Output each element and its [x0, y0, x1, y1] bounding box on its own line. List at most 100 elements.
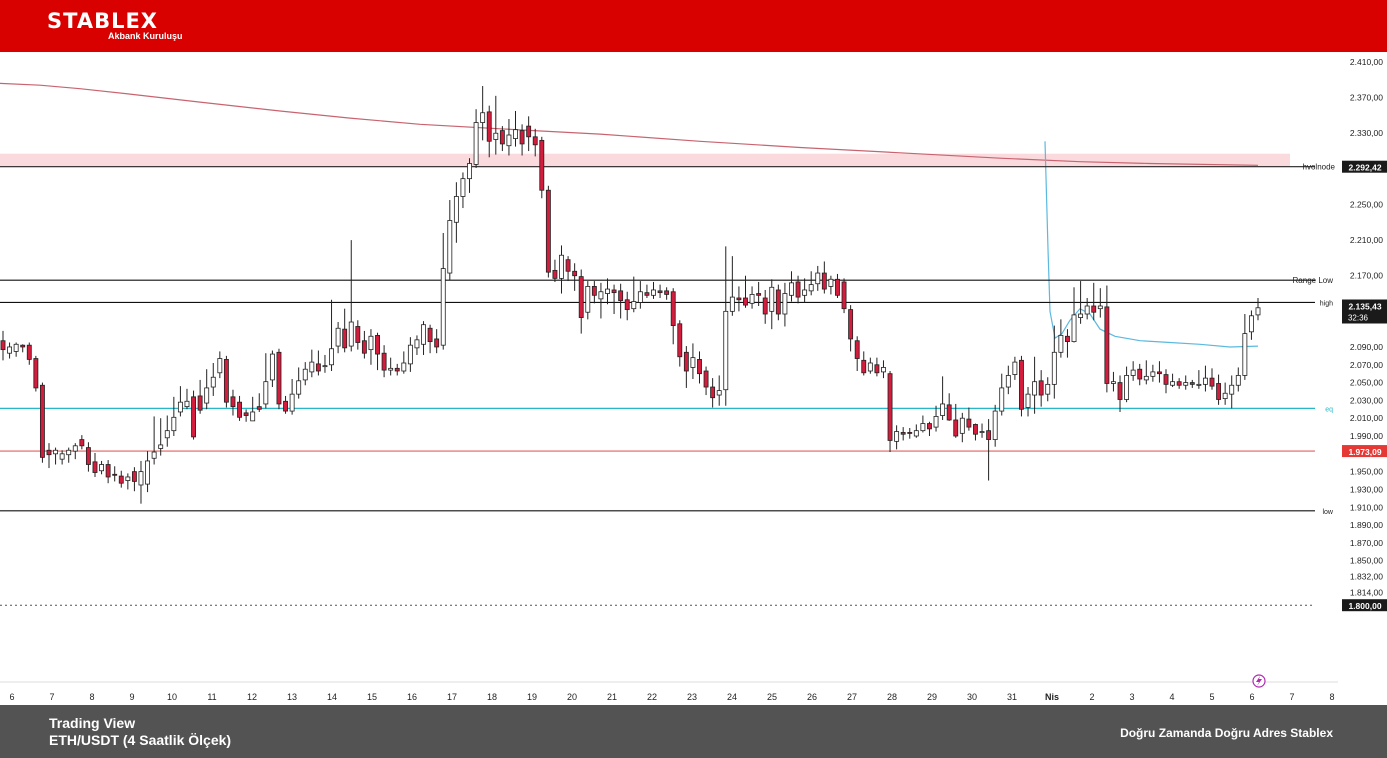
- candle-up: [164, 430, 170, 439]
- candle-down: [394, 367, 400, 372]
- x-tick-label: 12: [247, 692, 257, 702]
- candle-down: [1038, 380, 1044, 396]
- candle-down: [683, 351, 689, 372]
- candle-down: [854, 340, 860, 359]
- candle-up: [894, 431, 900, 442]
- last-price-tag: [1342, 299, 1387, 324]
- candle-down: [611, 289, 617, 294]
- candle-up: [979, 431, 985, 433]
- candle-up: [151, 451, 157, 459]
- price-tag-label: 1.800,00: [1348, 601, 1381, 611]
- candle-up: [769, 286, 775, 312]
- candle-down: [795, 281, 801, 298]
- candle-up: [414, 339, 420, 349]
- candle-down: [677, 323, 683, 358]
- candle-down: [0, 340, 6, 351]
- y-tick-label: 1.890,00: [1350, 520, 1383, 530]
- candle-down: [532, 136, 538, 146]
- candle-down: [26, 344, 32, 360]
- candle-up: [1222, 392, 1228, 400]
- candle-down: [953, 419, 959, 437]
- candle-down: [315, 363, 321, 372]
- candle-down: [375, 334, 380, 355]
- y-tick-label: 2.170,00: [1350, 271, 1383, 281]
- candle-up: [959, 417, 965, 434]
- hvolnode-zone: [0, 153, 1290, 167]
- x-tick-label: 5: [1209, 692, 1214, 702]
- candle-up: [1143, 375, 1149, 381]
- y-tick-label: 2.010,00: [1350, 413, 1383, 423]
- candle-down: [578, 276, 584, 318]
- candle-up: [473, 122, 479, 165]
- candle-up: [269, 353, 275, 381]
- y-tick-label: 1.910,00: [1350, 502, 1383, 512]
- candle-up: [1058, 334, 1064, 353]
- candle-up: [329, 348, 334, 366]
- candle-up: [631, 301, 637, 310]
- candle-up: [1235, 375, 1241, 386]
- candle-up: [559, 254, 564, 279]
- candle-up: [782, 293, 788, 315]
- candle-down: [20, 344, 26, 348]
- candle-up: [651, 289, 656, 296]
- candle-up: [250, 411, 256, 422]
- candle-down: [644, 292, 650, 296]
- candle-up: [789, 282, 794, 296]
- x-tick-label: 8: [1329, 692, 1334, 702]
- candle-up: [690, 357, 696, 368]
- y-tick-label: 1.850,00: [1350, 556, 1383, 566]
- candle-down: [486, 111, 492, 142]
- x-tick-label: Nis: [1045, 692, 1059, 702]
- y-tick-label: 1.870,00: [1350, 538, 1383, 548]
- y-tick-label: 2.070,00: [1350, 360, 1383, 370]
- candle-up: [210, 376, 216, 388]
- candle-up: [453, 196, 459, 223]
- candle-down: [1117, 382, 1123, 400]
- candle-down: [1163, 374, 1169, 385]
- candle-up: [388, 367, 394, 371]
- candle-up: [217, 358, 223, 374]
- brand-logo: STABLEX: [47, 9, 158, 33]
- price-chart[interactable]: hvolnode 2.292,42 Range Low high eq 1.973,09 l…: [0, 52, 1387, 705]
- candle-up: [322, 365, 328, 368]
- x-tick-label: 7: [1289, 692, 1294, 702]
- candle-down: [1137, 368, 1143, 380]
- candle-down: [821, 272, 827, 290]
- candle-up: [158, 444, 164, 449]
- candle-up: [7, 346, 13, 354]
- x-tick-label: 10: [167, 692, 177, 702]
- candle-up: [171, 416, 177, 432]
- candle-up: [1032, 381, 1038, 396]
- candle-down: [1065, 335, 1070, 343]
- y-tick-label: 2.250,00: [1350, 199, 1383, 209]
- moving-average-line: [0, 82, 1259, 166]
- x-tick-label: 30: [967, 692, 977, 702]
- candle-up: [53, 449, 59, 455]
- y-tick-label: 1.814,00: [1350, 588, 1383, 598]
- candle-up: [940, 403, 946, 416]
- x-tick-label: 14: [327, 692, 337, 702]
- candle-up: [1130, 369, 1136, 376]
- candle-up: [204, 387, 210, 404]
- y-tick-label: 2.410,00: [1350, 57, 1383, 67]
- x-tick-label: 18: [487, 692, 497, 702]
- x-tick-label: 28: [887, 692, 897, 702]
- y-tick-label: 2.370,00: [1350, 93, 1383, 103]
- candle-up: [138, 471, 144, 486]
- x-tick-label: 9: [129, 692, 134, 702]
- candle-down: [545, 189, 551, 273]
- bar-countdown: 32:36: [1348, 314, 1369, 323]
- x-tick-label: 11: [207, 692, 216, 702]
- x-tick-label: 27: [847, 692, 857, 702]
- y-tick-label: 2.030,00: [1350, 395, 1383, 405]
- x-tick-label: 19: [527, 692, 537, 702]
- candle-up: [1078, 313, 1084, 318]
- candle-down: [519, 130, 525, 145]
- candle-up: [992, 410, 998, 440]
- x-tick-label: 13: [287, 692, 297, 702]
- candle-down: [1176, 381, 1182, 386]
- candle-up: [1255, 307, 1261, 316]
- candle-up: [815, 272, 821, 285]
- candle-up: [933, 416, 939, 428]
- level-label: low: [1322, 509, 1333, 516]
